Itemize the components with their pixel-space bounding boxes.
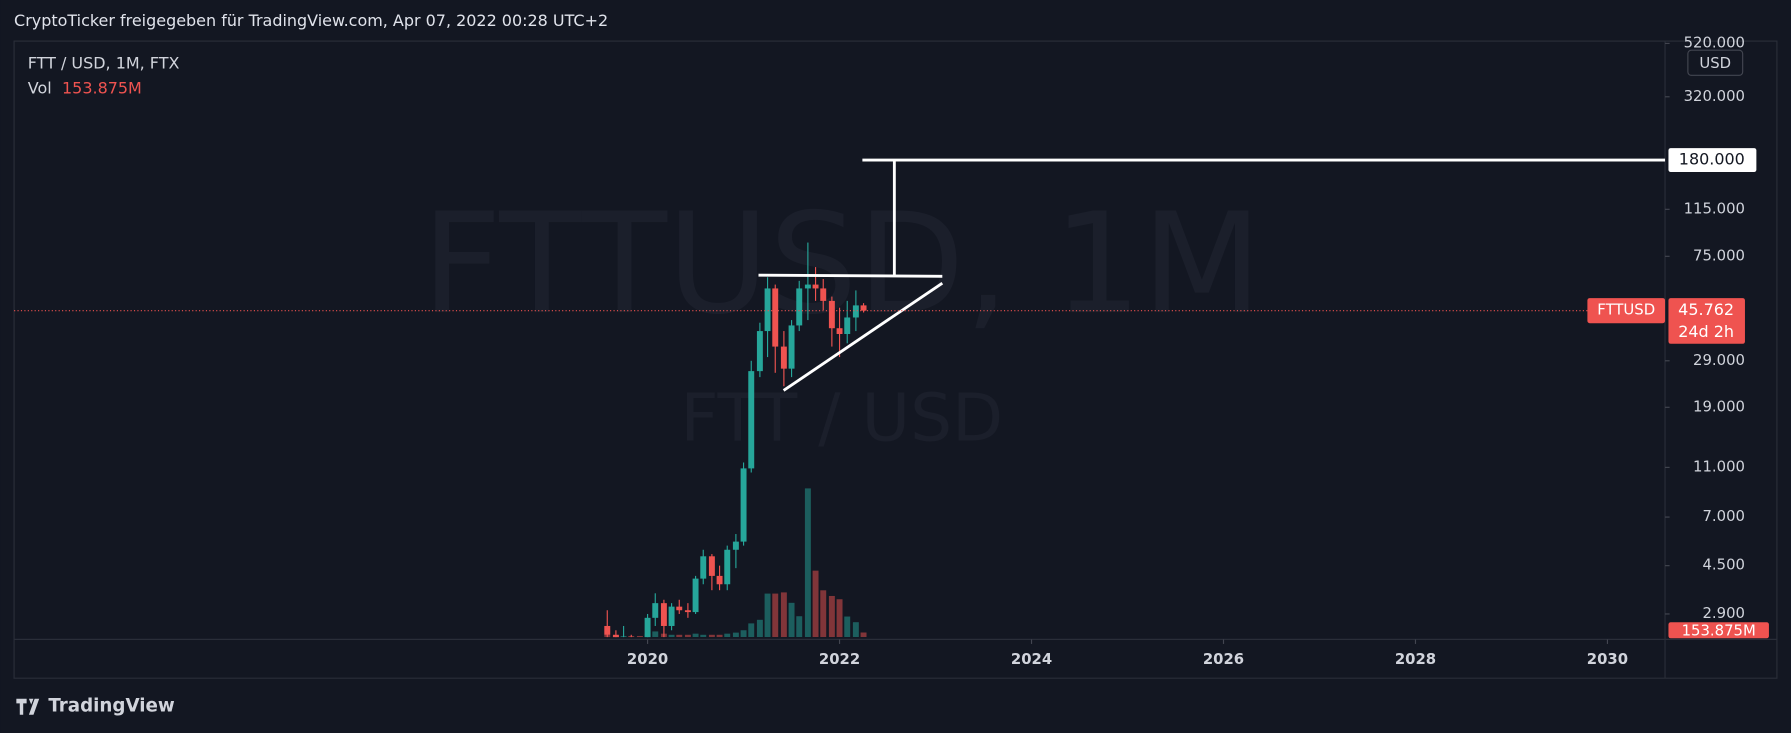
watermark-sub: FTT / USD [681,380,1004,457]
symbol-badge [1587,298,1666,324]
candle-body [700,556,707,579]
header-caption: CryptoTicker freigegeben für TradingView… [14,11,608,30]
drawing-line [782,281,944,392]
candle-body [844,317,851,335]
x-tick-label: 2026 [1203,651,1244,668]
symbol-label: FTTUSD [1597,302,1655,319]
brand-logo [16,698,40,715]
volume-bar [748,623,755,638]
candle-body [684,610,691,613]
legend-title: FTT / USD, 1M, FTX [28,53,180,72]
volume-bar [668,634,675,638]
candle-body [748,371,755,469]
volume-bar [700,634,707,638]
price-badge [1668,298,1745,344]
y-tick-label: 7.000 [1703,508,1745,525]
brand: TradingView [16,696,175,717]
watermark: FTTUSD, 1M [422,183,1262,345]
candle-body [676,606,683,611]
y-tick-label: 29.000 [1693,352,1745,369]
level-badge [1668,148,1757,173]
candle-body [812,284,819,289]
volume-bar [724,633,731,638]
candle-body [708,556,715,576]
y-tick-label: 4.500 [1703,557,1745,574]
y-tick-label: 19.000 [1693,398,1745,415]
candle-body [756,331,763,372]
drawing-line [758,273,943,278]
countdown-label: 24d 2h [1678,322,1734,341]
volume-bar [812,570,819,638]
candle-body [860,305,867,311]
candle-body [612,634,619,638]
volume-badge [1668,622,1769,639]
volume-bar [860,632,867,638]
candle-body [836,328,843,335]
volume-bar [772,593,779,638]
candle-body [644,617,651,638]
volume-badge-label: 153.875M [1682,622,1756,639]
chart-frame [13,40,1778,679]
candle-body [604,625,611,635]
y-tick-label: 2.900 [1703,605,1745,622]
y-tick-label: 320.000 [1684,88,1745,105]
volume-bar [756,619,763,638]
candle-body [804,284,811,289]
candle-body [724,549,731,585]
x-tick-label: 2024 [1011,651,1052,668]
candle-body [796,288,803,326]
level-label: 180.000 [1679,150,1745,169]
volume-bar [844,616,851,638]
volume-bar [684,634,691,638]
candle-body [780,346,787,369]
volume-bar [780,592,787,638]
x-tick-label: 2022 [819,651,860,668]
volume-bar [764,593,771,638]
plot-area [604,242,867,638]
volume-bar [804,488,811,638]
candle-body [820,288,827,301]
currency-box [1687,49,1744,76]
currency-label: USD [1699,55,1731,72]
volume-bar [692,633,699,638]
candle-body [732,541,739,550]
volume-bar [788,602,795,638]
y-tick-label: 520.000 [1684,34,1745,51]
legend-volume-name: Vol [28,79,52,98]
candle-body [828,300,835,329]
candle-body [788,325,795,369]
volume-bar [852,622,859,638]
volume-bar [820,590,827,638]
volume-bar [636,635,643,638]
candle-body [772,288,779,347]
y-tick-label: 75.000 [1693,247,1745,264]
volume-bar [836,599,843,638]
volume-bar [828,595,835,638]
volume-bar [796,616,803,638]
volume-bar [652,631,659,638]
candle-body [652,603,659,618]
volume-bar [732,632,739,638]
candle-body [692,578,699,613]
candle-body [660,603,667,626]
brand-name: TradingView [48,696,175,717]
candle-body [764,288,771,332]
volume-bar [740,630,747,638]
legend-volume-value: 153.875M [62,79,142,98]
candle-body [668,606,675,626]
volume-bar [708,634,715,638]
x-tick-label: 2030 [1587,651,1628,668]
candle-body [740,468,747,542]
volume-bar [676,634,683,638]
volume-bar [716,634,723,638]
candle-body [716,575,723,585]
price-label: 45.762 [1678,300,1734,319]
y-tick-label: 11.000 [1693,458,1745,475]
x-tick-label: 2028 [1395,651,1436,668]
y-tick-label: 115.000 [1684,200,1745,217]
x-tick-label: 2020 [627,651,668,668]
candle-body [852,305,859,318]
